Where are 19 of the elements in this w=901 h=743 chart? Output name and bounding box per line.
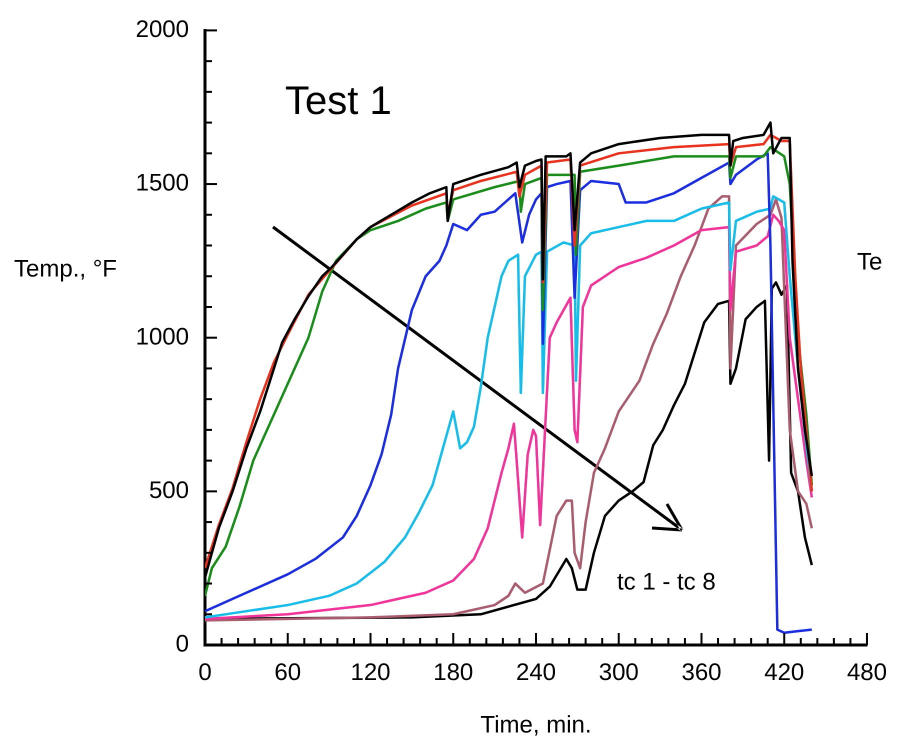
x-tick-label: 360 (681, 659, 722, 686)
x-tick-label: 420 (764, 659, 804, 686)
y-tick-label: 2000 (136, 16, 189, 44)
y-tick-label: 1500 (136, 170, 189, 197)
x-tick-label: 0 (198, 659, 212, 686)
x-tick-label: 300 (598, 659, 639, 686)
x-tick-label: 120 (350, 659, 391, 686)
y-axis-title: Temp., °F (14, 256, 117, 283)
x-tick-label: 240 (516, 659, 556, 686)
y-tick-label: 500 (148, 476, 189, 504)
x-tick-label: 480 (846, 659, 887, 686)
y-tick-label: 0 (176, 630, 189, 658)
x-tick-label: 180 (433, 659, 474, 686)
annotation: Te (856, 248, 882, 276)
annotation: tc 1 - tc 8 (617, 568, 716, 596)
x-tick-label: 60 (274, 659, 302, 686)
x-axis-title: Time, min. (480, 712, 592, 739)
text: Test 1 (285, 79, 392, 124)
y-tick-label: 1000 (136, 323, 189, 350)
